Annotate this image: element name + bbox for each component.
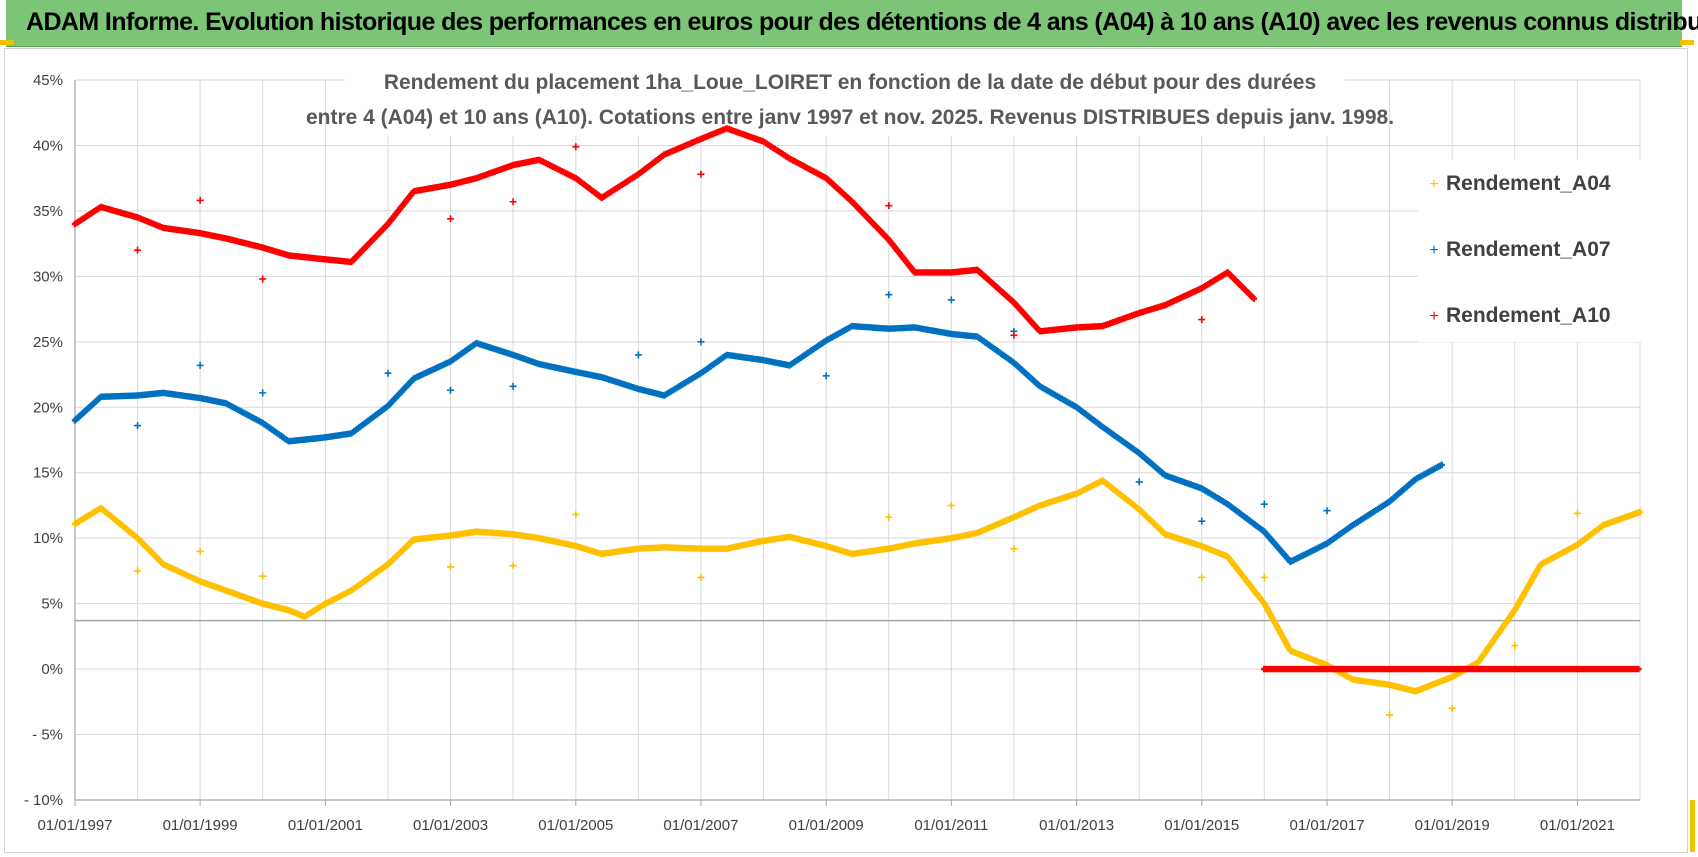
corner-accent-top-left [0, 40, 14, 45]
corner-accent-top-right [1680, 40, 1694, 45]
series-marks [71, 125, 1644, 719]
distributed-point-a04 [697, 573, 705, 581]
distributed-point-a07 [822, 372, 830, 380]
distributed-point-a07 [885, 291, 893, 299]
y-tick-label: 40% [33, 137, 63, 154]
legend-label-a04: Rendement_A04 [1446, 172, 1611, 195]
series-point-a04 [1636, 508, 1644, 516]
title-banner: ADAM Informe. Evolution historique des p… [6, 0, 1698, 47]
legend-marker-a10: + [1429, 308, 1438, 325]
x-tick-label: 01/01/2003 [413, 817, 488, 834]
grid [74, 79, 1641, 806]
chart-title-background [345, 64, 1345, 136]
distributed-point-a04 [509, 562, 517, 570]
distributed-point-a04 [947, 501, 955, 509]
corner-accent-bottom-right [1690, 800, 1695, 852]
legend: + Rendement_A04 + Rendement_A07 + Rendem… [1418, 160, 1678, 342]
distributed-point-a10 [885, 202, 893, 210]
x-tick-label: 01/01/2019 [1415, 817, 1490, 834]
y-tick-label: - 10% [24, 792, 63, 809]
distributed-point-a04 [1573, 509, 1581, 517]
legend-label-a07: Rendement_A07 [1446, 238, 1611, 261]
chart-frame [4, 48, 1688, 853]
x-axis-tick-labels: 01/01/1997 01/01/1999 01/01/2001 01/01/2003… [37, 817, 1615, 834]
distributed-point-a07 [634, 351, 642, 359]
legend-marker-a07: + [1429, 242, 1438, 259]
x-tick-label: 01/01/2017 [1289, 817, 1364, 834]
distributed-point-a04 [1260, 573, 1268, 581]
distributed-point-a04 [447, 563, 455, 571]
distributed-point-a07 [1198, 517, 1206, 525]
distributed-point-a07 [1260, 500, 1268, 508]
distributed-point-a04 [1448, 704, 1456, 712]
distributed-point-a07 [1135, 478, 1143, 486]
x-tick-label: 01/01/1999 [163, 817, 238, 834]
distributed-point-a07 [196, 361, 204, 369]
x-tick-label: 01/01/1997 [37, 817, 112, 834]
x-tick-label: 01/01/2005 [538, 817, 613, 834]
series-zero-point-a10 [1635, 665, 1642, 673]
y-axis-tick-labels: 45% 40% 35% 30% 25% 20% 15% 10% 5% 0% - 5% - 10% [24, 72, 63, 809]
distributed-point-a10 [1198, 316, 1206, 324]
distributed-point-a04 [1386, 711, 1394, 719]
x-tick-label: 01/01/2001 [288, 817, 363, 834]
legend-background [1418, 160, 1678, 342]
distributed-point-a04 [1010, 545, 1018, 553]
y-tick-label: - 5% [32, 727, 63, 744]
distributed-point-a10 [1010, 331, 1018, 339]
distributed-point-a07 [259, 389, 267, 397]
distributed-point-a10 [134, 246, 142, 254]
distributed-point-a07 [1323, 507, 1331, 515]
chart-title-line-2: entre 4 (A04) et 10 ans (A10). Cotations… [306, 106, 1394, 129]
y-tick-label: 25% [33, 334, 63, 351]
distributed-point-a07 [447, 386, 455, 394]
y-tick-label: 0% [41, 661, 63, 678]
y-tick-label: 35% [33, 203, 63, 220]
y-tick-label: 15% [33, 465, 63, 482]
legend-marker-a04: + [1429, 176, 1438, 193]
distributed-point-a04 [134, 567, 142, 575]
distributed-point-a04 [1198, 573, 1206, 581]
distributed-point-a10 [509, 198, 517, 206]
x-tick-label: 01/01/2013 [1039, 817, 1114, 834]
series-point-a07 [1438, 461, 1445, 469]
distributed-point-a10 [259, 275, 267, 283]
distributed-point-a10 [572, 143, 580, 151]
distributed-point-a10 [697, 170, 705, 178]
y-tick-label: 10% [33, 530, 63, 547]
distributed-point-a04 [259, 572, 267, 580]
distributed-point-a04 [885, 513, 893, 521]
distributed-point-a04 [1511, 642, 1519, 650]
banner-title: ADAM Informe. Evolution historique des p… [26, 8, 1698, 36]
x-tick-label: 01/01/2009 [789, 817, 864, 834]
y-tick-label: 5% [41, 596, 63, 613]
distributed-point-a10 [447, 215, 455, 223]
x-tick-label: 01/01/2007 [663, 817, 738, 834]
chart-title-line-1: Rendement du placement 1ha_Loue_LOIRET e… [384, 71, 1316, 94]
distributed-point-a07 [134, 422, 142, 430]
distributed-point-a07 [947, 296, 955, 304]
distributed-point-a07 [384, 369, 392, 377]
x-tick-label: 01/01/2011 [914, 817, 988, 834]
distributed-point-a04 [196, 547, 204, 555]
distributed-point-a07 [697, 338, 705, 346]
x-tick-label: 01/01/2021 [1540, 817, 1615, 834]
distributed-point-a10 [196, 196, 204, 204]
y-tick-label: 45% [33, 72, 63, 89]
y-tick-label: 20% [33, 399, 63, 416]
y-tick-label: 30% [33, 268, 63, 285]
distributed-point-a04 [572, 511, 580, 519]
legend-label-a10: Rendement_A10 [1446, 304, 1611, 327]
x-tick-label: 01/01/2015 [1164, 817, 1239, 834]
series-point-a10 [1250, 295, 1258, 302]
distributed-point-a07 [509, 382, 517, 390]
